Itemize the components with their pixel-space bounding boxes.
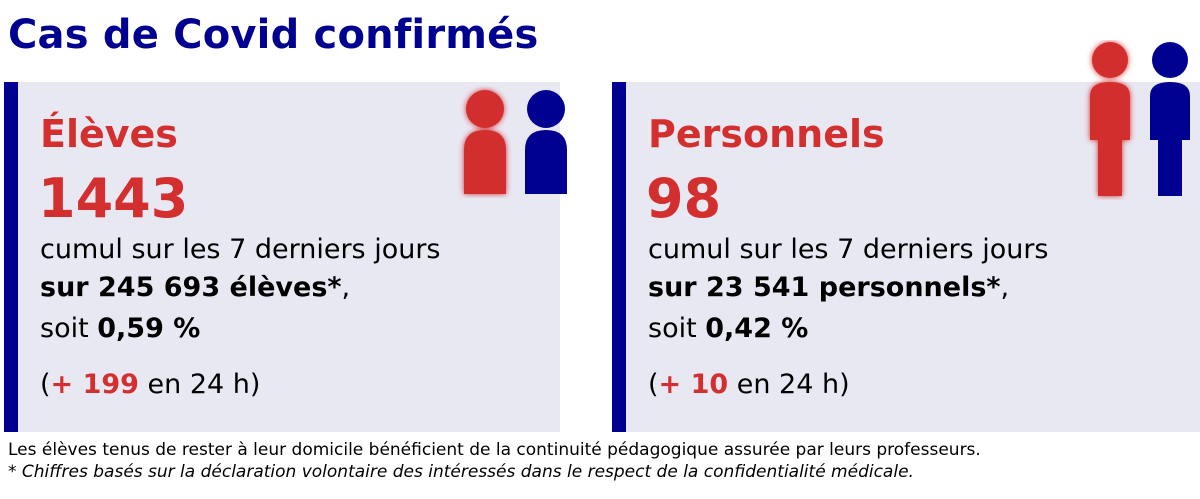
blue-child-figure <box>525 90 567 194</box>
page-title: Cas de Covid confirmés <box>8 12 539 58</box>
students-rate-text: soit 0,59 % <box>40 313 200 344</box>
students-delta-value: + 199 <box>50 369 139 400</box>
staff-delta-open: ( <box>648 369 659 400</box>
two-adults-icon <box>1090 42 1190 196</box>
red-child-figure <box>464 90 506 194</box>
footnote-source: * Chiffres basés sur la déclaration volo… <box>8 462 914 482</box>
staff-total-comma: , <box>1000 272 1010 303</box>
students-rate-prefix: soit <box>40 313 98 344</box>
staff-delta-suffix: en 24 h) <box>728 369 850 400</box>
students-delta-suffix: en 24 h) <box>138 369 261 400</box>
students-total-text: sur 245 693 élèves*, <box>40 272 350 303</box>
staff-rate-prefix: soit <box>648 313 706 344</box>
students-total-comma: , <box>341 272 351 303</box>
staff-total-value: sur 23 541 personnels* <box>648 272 1001 303</box>
footnote-continuity: Les élèves tenus de rester à leur domici… <box>8 440 981 460</box>
staff-label: Personnels <box>648 112 885 156</box>
students-total-value: sur 245 693 élèves* <box>40 272 342 303</box>
students-delta-open: ( <box>40 369 51 400</box>
staff-period-text: cumul sur les 7 derniers jours <box>648 234 1049 265</box>
two-children-icon <box>464 90 567 194</box>
staff-rate-text: soit 0,42 % <box>648 313 808 344</box>
staff-delta-text: (+ 10 en 24 h) <box>648 369 850 400</box>
staff-rate-value: 0,42 % <box>705 313 809 344</box>
students-period-text: cumul sur les 7 derniers jours <box>40 234 441 265</box>
red-adult-figure <box>1090 42 1130 196</box>
blue-adult-figure <box>1150 42 1190 196</box>
students-label: Élèves <box>40 112 178 156</box>
staff-total-text: sur 23 541 personnels*, <box>648 272 1009 303</box>
students-count: 1443 <box>38 167 189 230</box>
staff-delta-value: + 10 <box>658 369 729 400</box>
staff-count: 98 <box>646 167 722 230</box>
staff-card: Personnels 98 cumul sur les 7 derniers j… <box>612 82 1200 432</box>
students-rate-value: 0,59 % <box>97 313 201 344</box>
students-delta-text: (+ 199 en 24 h) <box>40 369 260 400</box>
